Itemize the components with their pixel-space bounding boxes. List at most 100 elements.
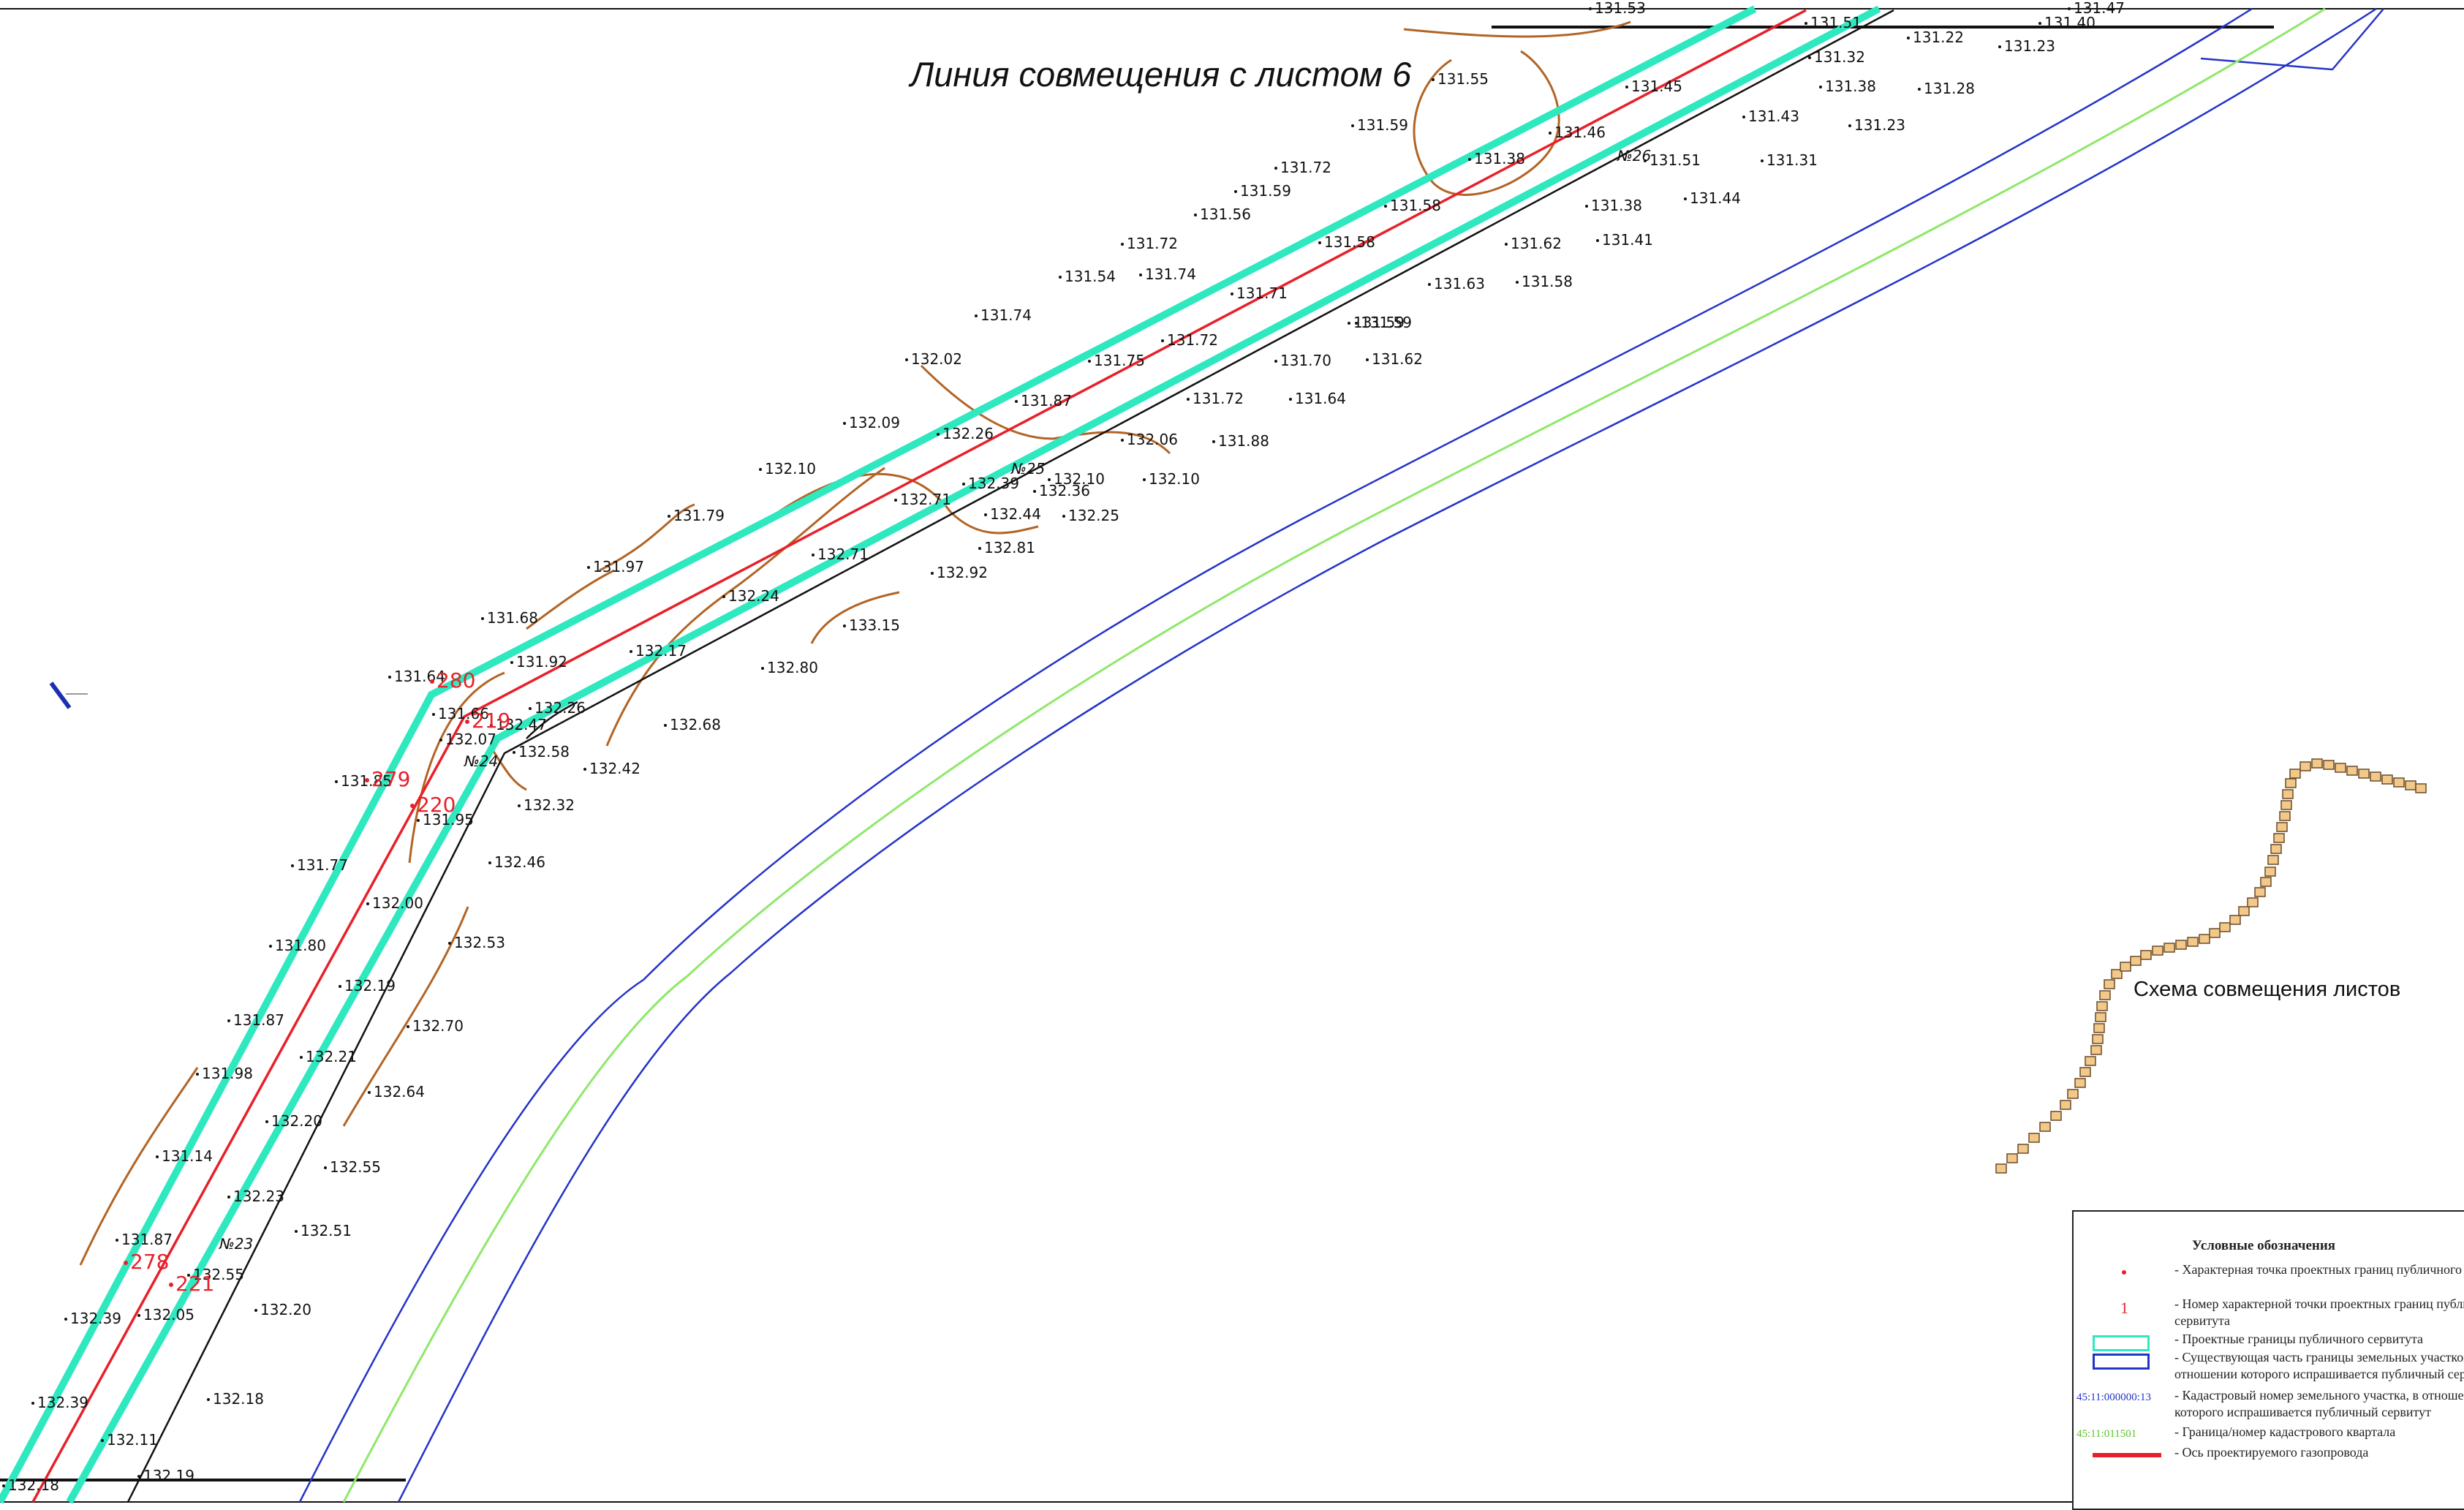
point-number-label: 220: [417, 793, 456, 817]
point-marker: [430, 679, 434, 684]
elevation-point: [843, 624, 846, 627]
elevation-label: 131.88: [1218, 432, 1269, 450]
station-labels: №23 №24 №25 №26: [219, 147, 1651, 1253]
station-label: №26: [1617, 147, 1651, 165]
elevation-point: [137, 1475, 140, 1478]
elevation-point: [529, 707, 532, 710]
elevation-point: [1808, 56, 1811, 59]
sheet-scheme-cell: [2311, 758, 2323, 769]
point-number-label: 221: [175, 1272, 214, 1296]
legend-item-quarter: 45:11:011501 - Граница/номер кадастровог…: [2074, 1424, 2464, 1459]
point-marker: [410, 804, 415, 808]
sheet-scheme-cell: [2289, 769, 2301, 779]
sheet-scheme-cell: [2039, 1122, 2051, 1132]
point-number-label: 279: [371, 767, 410, 791]
sheet-scheme-cell: [2299, 761, 2311, 771]
elevation-point: [1761, 159, 1764, 162]
elevation-point: [207, 1398, 210, 1401]
contour-lines: [79, 20, 1631, 1266]
sheet-scheme-cell: [2323, 760, 2335, 770]
elevation-point: [513, 751, 515, 754]
elevation-point: [1848, 124, 1851, 127]
elevation-label: 131.98: [202, 1065, 253, 1082]
sheet-scheme-cell: [2120, 962, 2131, 972]
pipeline-axis: [31, 9, 1807, 1503]
elevation-point: [1121, 439, 1124, 442]
sheet-scheme-cell: [2209, 928, 2221, 938]
elevation-point: [481, 617, 484, 620]
sheet-scheme-cell: [2381, 774, 2393, 785]
elevation-label: 132.39: [37, 1394, 88, 1411]
elevation-label: 131.62: [1372, 350, 1423, 368]
elevation-label: 131.38: [1825, 78, 1876, 95]
elevation-label: 131.74: [980, 306, 1032, 324]
sheet-scheme-cell: [2140, 950, 2152, 960]
elevation-label: 132.44: [990, 505, 1041, 523]
elevation-point: [518, 804, 521, 807]
elevation-label: 131.51: [1810, 14, 1862, 31]
elevation-label: 131.22: [1913, 29, 1964, 46]
sheet-scheme-cell: [1995, 1163, 2007, 1174]
elevation-point: [254, 1309, 257, 1312]
elevation-point: [1231, 292, 1233, 295]
elevation-label: 132.71: [817, 546, 869, 563]
elevation-point: [1139, 273, 1142, 276]
sheet-scheme-cell: [2017, 1144, 2029, 1154]
elevation-point: [962, 483, 965, 486]
elevation-point: [664, 724, 667, 727]
elevation-label: 132.06: [1127, 431, 1178, 448]
elevation-point: [1289, 398, 1292, 401]
elevation-point: [335, 780, 338, 783]
elevation-label: 132.20: [271, 1112, 322, 1130]
legend-item-text: - Проектные границы публичного сервитута: [2174, 1332, 2424, 1346]
plot-rect-icon: [2093, 1354, 2150, 1370]
sheet-scheme-cell: [2060, 1100, 2071, 1110]
sheet-scheme-cell: [2285, 778, 2297, 788]
elevation-point: [368, 1091, 371, 1094]
elevation-point: [269, 945, 272, 948]
elevation-point: [1585, 205, 1588, 208]
elevation-point: [937, 433, 940, 436]
elevation-point: [187, 1274, 190, 1277]
elevation-point: [101, 1439, 104, 1442]
elevation-point: [1033, 490, 1036, 493]
point-marker: [124, 1261, 128, 1265]
elevation-label: 131.59: [1353, 314, 1405, 331]
sheet-scheme-cell: [2264, 867, 2276, 877]
elevation-label: 132.18: [213, 1390, 264, 1408]
point-dot-icon: [2122, 1270, 2126, 1275]
point-marker: [465, 720, 469, 724]
elevation-point: [439, 739, 442, 741]
elevation-label: 131.51: [1649, 151, 1701, 169]
elevation-label: 131.59: [1357, 116, 1408, 134]
elevation-label: 131.95: [423, 811, 474, 828]
sheet-scheme-cell: [2099, 990, 2111, 1000]
elevation-point: [1121, 243, 1124, 246]
elevation-point: [1062, 515, 1065, 518]
sheet-scheme-cell: [2260, 877, 2272, 887]
elevation-point: [2068, 7, 2071, 10]
elevation-point: [1998, 45, 2001, 48]
elevation-label: 131.44: [1690, 189, 1741, 207]
sheet-scheme-chain: [1995, 758, 2427, 1174]
elevation-label: 131.87: [1021, 392, 1072, 409]
elevation-point: [1351, 124, 1354, 127]
sheet-scheme-cell: [2067, 1089, 2079, 1099]
elevation-point: [1187, 398, 1190, 401]
elevation-point: [1194, 214, 1197, 216]
point-number-labels: 280 279 278 219 220 221: [124, 668, 510, 1296]
pipeline-line-icon: [2093, 1453, 2161, 1457]
elevation-label: 131.38: [1474, 150, 1525, 167]
elevation-point: [1596, 239, 1599, 242]
sheet-scheme-cell: [2270, 844, 2282, 854]
point-number-icon: 1: [2120, 1299, 2128, 1317]
servitude-boundary: [0, 5, 1881, 1504]
elevation-label: 131.80: [275, 937, 326, 954]
sheet-scheme-cell: [2079, 1067, 2091, 1077]
elevation-point: [1684, 197, 1687, 200]
elevation-label: 132.58: [518, 743, 570, 760]
sheet-scheme-label: Схема совмещения листов: [2134, 978, 2401, 1001]
elevation-point: [1516, 281, 1519, 284]
elevation-point: [905, 358, 908, 361]
elevation-label: 131.71: [1236, 284, 1288, 302]
